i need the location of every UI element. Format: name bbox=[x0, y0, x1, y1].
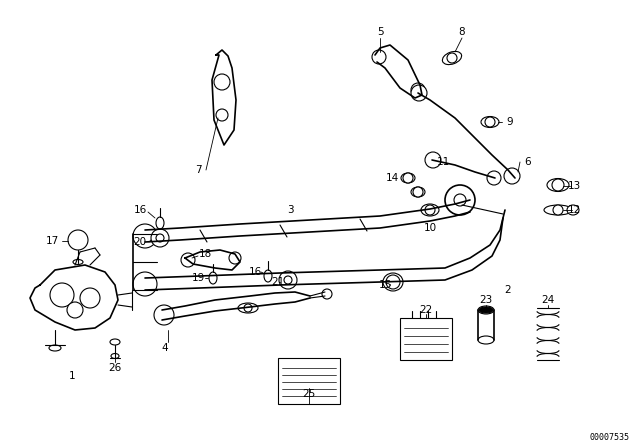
Ellipse shape bbox=[421, 204, 439, 216]
Ellipse shape bbox=[264, 270, 272, 282]
Text: 2: 2 bbox=[505, 285, 511, 295]
Text: 16: 16 bbox=[248, 267, 262, 277]
Ellipse shape bbox=[73, 259, 83, 264]
Ellipse shape bbox=[479, 307, 493, 313]
Ellipse shape bbox=[478, 336, 494, 344]
Text: 5: 5 bbox=[377, 27, 383, 37]
Text: 16: 16 bbox=[133, 205, 147, 215]
Text: 14: 14 bbox=[385, 173, 399, 183]
Circle shape bbox=[411, 85, 427, 101]
Text: 18: 18 bbox=[198, 249, 212, 259]
Ellipse shape bbox=[209, 272, 217, 284]
Text: 13: 13 bbox=[568, 181, 580, 191]
Circle shape bbox=[151, 229, 169, 247]
Circle shape bbox=[425, 205, 435, 215]
Ellipse shape bbox=[238, 303, 258, 313]
Text: 4: 4 bbox=[162, 343, 168, 353]
Text: 26: 26 bbox=[108, 363, 122, 373]
Text: 21: 21 bbox=[271, 277, 285, 287]
Circle shape bbox=[284, 276, 292, 284]
Circle shape bbox=[487, 171, 501, 185]
Circle shape bbox=[454, 194, 466, 206]
Circle shape bbox=[403, 173, 413, 183]
Circle shape bbox=[386, 275, 400, 289]
Circle shape bbox=[413, 187, 423, 197]
Text: 11: 11 bbox=[436, 157, 450, 167]
Text: 12: 12 bbox=[568, 205, 580, 215]
Circle shape bbox=[552, 179, 564, 191]
Text: 9: 9 bbox=[507, 117, 513, 127]
Ellipse shape bbox=[110, 339, 120, 345]
Circle shape bbox=[425, 152, 441, 168]
Circle shape bbox=[80, 288, 100, 308]
Bar bbox=[400, 318, 452, 360]
Circle shape bbox=[485, 117, 495, 127]
Circle shape bbox=[447, 53, 457, 63]
Circle shape bbox=[214, 74, 230, 90]
Text: 8: 8 bbox=[459, 27, 465, 37]
Circle shape bbox=[372, 50, 386, 64]
Circle shape bbox=[229, 252, 241, 264]
Ellipse shape bbox=[411, 187, 425, 197]
Text: 1: 1 bbox=[68, 371, 76, 381]
Circle shape bbox=[156, 234, 164, 242]
Ellipse shape bbox=[481, 116, 499, 128]
Ellipse shape bbox=[49, 345, 61, 351]
Circle shape bbox=[50, 283, 74, 307]
Text: 22: 22 bbox=[419, 305, 433, 315]
Ellipse shape bbox=[442, 52, 461, 65]
Circle shape bbox=[133, 224, 157, 248]
Circle shape bbox=[216, 109, 228, 121]
Ellipse shape bbox=[567, 205, 579, 215]
Text: 24: 24 bbox=[541, 295, 555, 305]
Ellipse shape bbox=[544, 205, 572, 215]
Text: 00007535: 00007535 bbox=[590, 433, 630, 442]
Circle shape bbox=[181, 253, 195, 267]
Circle shape bbox=[553, 205, 563, 215]
Circle shape bbox=[244, 304, 252, 312]
Text: 6: 6 bbox=[525, 157, 531, 167]
Circle shape bbox=[322, 289, 332, 299]
Text: 25: 25 bbox=[302, 389, 316, 399]
Ellipse shape bbox=[156, 217, 164, 229]
Text: 23: 23 bbox=[479, 295, 493, 305]
Circle shape bbox=[67, 302, 83, 318]
Ellipse shape bbox=[111, 353, 119, 358]
Ellipse shape bbox=[478, 306, 494, 314]
Text: 15: 15 bbox=[378, 280, 392, 290]
Ellipse shape bbox=[547, 178, 569, 191]
Ellipse shape bbox=[383, 273, 403, 291]
Circle shape bbox=[279, 271, 297, 289]
Circle shape bbox=[445, 185, 475, 215]
Text: 19: 19 bbox=[191, 273, 205, 283]
Text: 20: 20 bbox=[133, 237, 147, 247]
Text: 10: 10 bbox=[424, 223, 436, 233]
Text: 3: 3 bbox=[287, 205, 293, 215]
Circle shape bbox=[154, 305, 174, 325]
Text: 17: 17 bbox=[45, 236, 59, 246]
Ellipse shape bbox=[401, 173, 415, 183]
Bar bbox=[278, 358, 340, 404]
Circle shape bbox=[504, 168, 520, 184]
Text: 7: 7 bbox=[195, 165, 202, 175]
Circle shape bbox=[411, 83, 425, 97]
Circle shape bbox=[68, 230, 88, 250]
Circle shape bbox=[133, 272, 157, 296]
